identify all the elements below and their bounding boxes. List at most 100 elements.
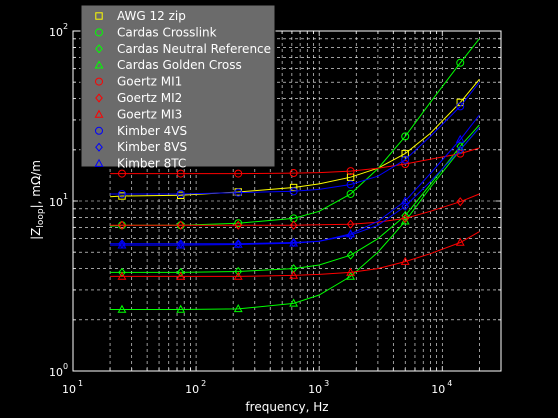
series-line xyxy=(110,127,480,245)
x-tick-label-exponent: 2 xyxy=(201,379,206,388)
legend-entry: Kimber 4VS xyxy=(95,124,187,138)
legend: AWG 12 zip Cardas Crosslink Cardas Neutral… xyxy=(80,4,276,171)
data-point xyxy=(401,201,410,211)
data-point xyxy=(233,304,243,313)
x-tick-labels: 10 1 10 2 10 3 10 4 xyxy=(62,379,452,396)
y-axis-label-main: |Z xyxy=(29,228,43,240)
legend-marker xyxy=(95,142,103,152)
series-line xyxy=(110,147,480,175)
legend-marker xyxy=(94,109,104,118)
data-point xyxy=(455,134,465,143)
y-tick-label-exponent: 1 xyxy=(63,192,68,201)
data-point xyxy=(233,271,243,280)
legend-label: Goertz MI1 xyxy=(117,75,182,89)
legend-label: Goertz MI3 xyxy=(117,107,182,121)
data-point xyxy=(289,183,298,192)
data-point xyxy=(346,180,355,189)
legend-label: Kimber 4VS xyxy=(117,124,187,138)
data-point xyxy=(400,256,410,265)
legend-label: Kimber 8TC xyxy=(117,157,186,171)
x-tick-label: 10 xyxy=(308,383,322,396)
data-point xyxy=(176,220,185,230)
series-kimber-8tc xyxy=(110,114,480,249)
legend-label: AWG 12 zip xyxy=(117,9,186,23)
series-cardas-neutral-reference xyxy=(110,124,480,278)
legend-label: Cardas Neutral Reference xyxy=(117,42,271,56)
data-point xyxy=(401,132,410,141)
data-point xyxy=(456,145,465,155)
series-goertz-mi2 xyxy=(110,193,480,230)
data-point xyxy=(289,220,298,230)
legend-label: Cardas Golden Cross xyxy=(117,58,242,72)
legend-label: Goertz MI2 xyxy=(117,91,182,105)
data-point xyxy=(234,188,243,197)
series-line xyxy=(110,124,480,273)
y-tick-label-exponent: 2 xyxy=(63,22,68,31)
data-point xyxy=(118,220,126,230)
legend-marker xyxy=(94,158,104,167)
legend-entry: AWG 12 zip xyxy=(95,9,186,23)
data-point xyxy=(234,219,243,228)
data-point xyxy=(346,167,355,176)
data-point xyxy=(234,169,243,178)
legend-entry: Kimber 8TC xyxy=(94,157,186,171)
data-point xyxy=(400,196,410,205)
y-tick-label: 10 xyxy=(49,196,63,209)
data-point xyxy=(176,189,185,198)
legend-entry: Cardas Golden Cross xyxy=(94,58,242,72)
legend-entries: AWG 12 zip Cardas Crosslink Cardas Neutral… xyxy=(94,9,271,171)
legend-marker xyxy=(95,44,103,54)
data-point xyxy=(117,240,127,249)
data-point xyxy=(455,144,465,154)
legend-label: Cardas Crosslink xyxy=(117,25,217,39)
data-point xyxy=(117,304,127,313)
y-tick-label-exponent: 0 xyxy=(63,362,68,371)
series-goertz-mi3 xyxy=(110,231,480,280)
legend-marker xyxy=(95,93,103,103)
x-axis-label: frequency, Hz xyxy=(245,400,328,414)
data-point xyxy=(455,237,465,246)
data-point xyxy=(289,238,299,247)
data-point xyxy=(401,211,410,221)
legend-entry: Cardas Crosslink xyxy=(95,25,217,39)
data-point xyxy=(346,267,356,276)
data-point xyxy=(456,58,465,67)
data-point xyxy=(346,271,356,280)
legend-label: Kimber 8VS xyxy=(117,140,187,154)
legend-entry: Cardas Neutral Reference xyxy=(95,42,271,56)
y-axis-label: |Zloop|, mΩ/m xyxy=(29,160,46,240)
data-point xyxy=(346,250,355,260)
series-kimber-4vs xyxy=(110,81,480,198)
data-point xyxy=(401,155,410,164)
legend-entry: Goertz MI2 xyxy=(95,91,182,105)
data-point xyxy=(346,229,356,238)
legend-marker xyxy=(94,60,104,69)
data-point xyxy=(176,240,186,249)
data-point xyxy=(234,220,243,230)
data-point xyxy=(346,189,355,198)
data-point xyxy=(346,219,355,229)
x-tick-label-exponent: 4 xyxy=(447,379,452,388)
legend-marker xyxy=(95,12,103,20)
data-point xyxy=(176,304,186,313)
series-line xyxy=(110,78,480,198)
legend-box xyxy=(80,4,276,168)
legend-marker xyxy=(95,28,103,37)
data-point xyxy=(289,187,298,196)
legend-entry: Goertz MI1 xyxy=(95,75,182,89)
data-point xyxy=(289,270,299,279)
x-tick-label: 10 xyxy=(62,383,76,396)
data-point xyxy=(401,160,410,169)
series-line xyxy=(110,127,480,310)
data-point xyxy=(401,213,410,223)
legend-marker xyxy=(95,77,103,86)
data-point xyxy=(117,189,126,198)
series-cardas-golden-cross xyxy=(110,127,480,313)
x-tick-label: 10 xyxy=(185,383,199,396)
data-point xyxy=(289,298,299,307)
data-point xyxy=(117,169,126,178)
data-point xyxy=(234,266,243,277)
data-point xyxy=(176,271,186,280)
